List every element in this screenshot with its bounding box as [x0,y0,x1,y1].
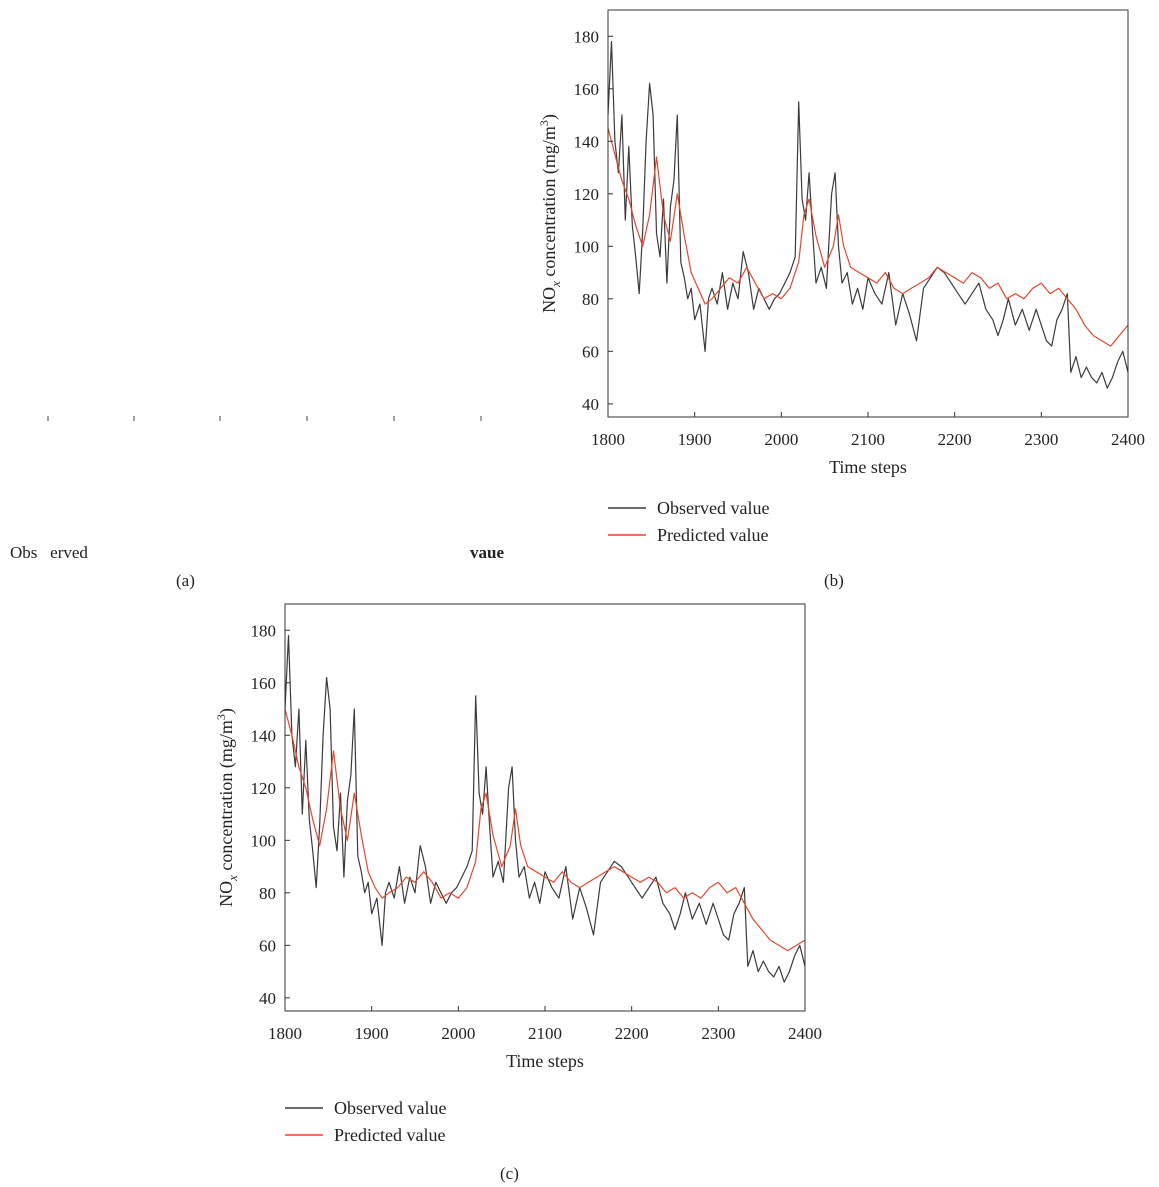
x-tick-label-c: 2400 [788,1024,822,1043]
chart-b: 1800 1900 2000 2100 2200 2300 2400 40 60 80 100 120… [537,9,1145,545]
y-tick-label-b: 80 [582,290,599,309]
x-tick-label-c: 2000 [441,1024,475,1043]
x-tick-label-c: 1800 [268,1024,302,1043]
y-tick-label-b: 180 [574,27,600,46]
y-tick-label-b: 60 [582,342,599,361]
x-tick-label-b: 2100 [851,430,885,449]
panel-label-b: (b) [824,571,844,590]
y-tick-label-c: 60 [259,936,276,955]
y-tick-label-b: 100 [574,237,600,256]
chart-c: 1800 1900 2000 2100 2200 2300 2400 40 60 80 100 120… [214,603,822,1145]
series-line-observed-c [285,634,805,983]
panel-label-a: (a) [176,571,195,590]
y-tick-label-c: 160 [251,674,277,693]
x-axis-label-c: Time steps [506,1051,584,1071]
y-tick-label-b: 160 [574,80,600,99]
x-tick-label-b: 1800 [591,430,625,449]
y-tick-label-b: 120 [574,185,600,204]
legend-label-observed-b: Observed value [657,498,769,518]
y-axis-label-c: NOx concentration (mg/m3) [214,708,240,907]
stray-text-observed: Obs erved [10,543,88,562]
y-tick-label-b: 40 [582,395,599,414]
legend-label-predicted-c: Predicted value [334,1125,445,1145]
stray-text-value: vaue [470,543,504,562]
x-tick-label-b: 2400 [1111,430,1145,449]
panel-label-c: (c) [500,1164,519,1183]
x-tick-label-c: 1900 [355,1024,389,1043]
y-tick-label-c: 180 [251,621,277,640]
y-tick-label-c: 80 [259,884,276,903]
panel-a-stray-ticks [47,416,482,421]
legend-label-predicted-b: Predicted value [657,525,768,545]
y-tick-label-c: 40 [259,989,276,1008]
legend-label-observed-c: Observed value [334,1098,446,1118]
series-line-predicted-b [608,128,1128,347]
x-tick-label-c: 2100 [528,1024,562,1043]
y-tick-label-c: 140 [251,726,277,745]
x-tick-label-b: 2000 [764,430,798,449]
series-line-observed-b [608,40,1128,389]
plot-frame-c [284,603,806,1012]
x-tick-label-b: 1900 [678,430,712,449]
y-tick-label-b: 140 [574,132,600,151]
series-line-predicted-c [285,708,805,952]
x-tick-label-b: 2200 [938,430,972,449]
y-tick-label-c: 120 [251,779,277,798]
x-axis-label-b: Time steps [829,457,907,477]
plot-frame-b [607,9,1129,418]
y-axis-label-b: NOx concentration (mg/m3) [537,114,563,313]
y-tick-label-c: 100 [251,831,277,850]
x-tick-label-c: 2200 [615,1024,649,1043]
x-tick-label-b: 2300 [1024,430,1058,449]
x-tick-label-c: 2300 [701,1024,735,1043]
